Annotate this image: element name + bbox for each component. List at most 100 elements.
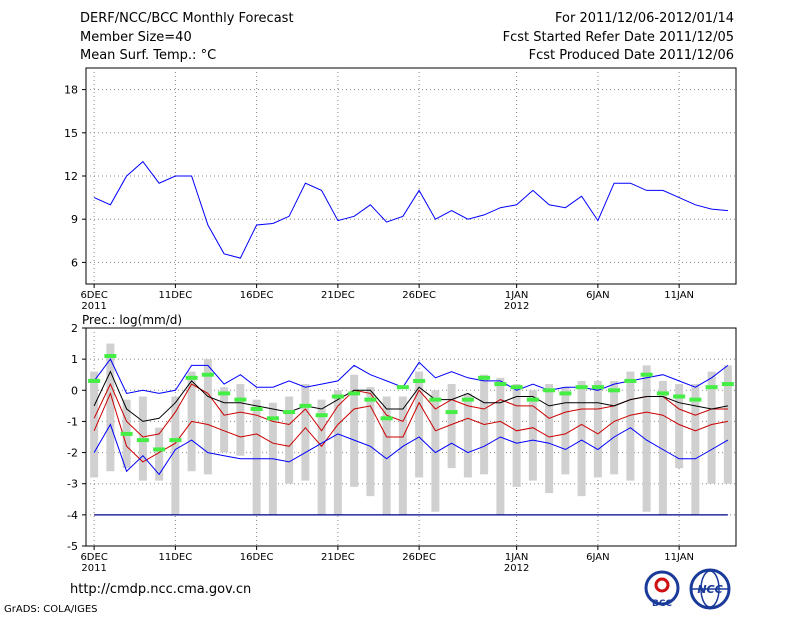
y-tick-label: -3	[67, 478, 78, 491]
grads-credit: GrADS: COLA/IGES	[4, 604, 98, 615]
spread-bar	[528, 390, 537, 481]
y-tick-label: 6	[71, 256, 78, 269]
lower-line	[93, 391, 728, 463]
x-tick-label: 21DEC	[321, 552, 355, 563]
observed-marker	[396, 385, 409, 390]
y-tick-label: -2	[67, 447, 78, 460]
spread-bar	[350, 374, 359, 487]
observed-marker	[120, 431, 133, 436]
y-tick-label: 1	[71, 353, 78, 366]
spread-bar	[203, 359, 212, 475]
spread-bar	[220, 387, 229, 453]
spread-bar	[317, 399, 326, 515]
produced-date: Fcst Produced Date 2011/12/06	[528, 48, 734, 63]
spread-bar	[285, 396, 294, 484]
spread-bar	[545, 384, 554, 494]
spread-bar	[366, 387, 375, 497]
observed-marker	[169, 438, 182, 443]
x-tick-label: 21DEC	[321, 290, 355, 301]
observed-marker	[153, 447, 166, 452]
x-tick-year: 2012	[504, 301, 529, 312]
observed-marker	[689, 397, 702, 402]
observed-marker	[299, 403, 312, 408]
observed-marker	[591, 385, 604, 390]
x-tick-label: 16DEC	[240, 552, 274, 563]
spread-bar	[236, 384, 245, 456]
forecast-period: For 2011/12/06-2012/01/14	[555, 11, 734, 26]
spread-bar	[333, 390, 342, 515]
spread-bar	[626, 371, 635, 481]
x-tick-label: 11JAN	[664, 552, 694, 563]
refer-date: Fcst Started Refer Date 2011/12/05	[502, 30, 734, 45]
x-tick-label: 11JAN	[664, 290, 694, 301]
y-tick-label: 2	[71, 322, 78, 335]
source-url[interactable]: http://cmdp.ncc.cma.gov.cn	[70, 582, 252, 597]
chart-title: DERF/NCC/BCC Monthly Forecast	[80, 11, 294, 26]
spread-bar	[382, 396, 391, 515]
observed-marker	[266, 416, 279, 421]
observed-marker	[380, 416, 393, 421]
observed-marker	[250, 406, 263, 411]
y-tick-label: 15	[64, 127, 78, 140]
observed-marker	[218, 391, 231, 396]
spread-bar	[171, 396, 180, 515]
observed-marker	[510, 385, 523, 390]
observed-marker	[624, 378, 637, 383]
x-tick-label: 26DEC	[402, 552, 436, 563]
observed-marker	[136, 438, 149, 443]
observed-marker	[721, 382, 734, 387]
x-tick-label: 6DEC	[80, 552, 107, 563]
x-tick-label: 1JAN	[505, 290, 528, 301]
member-size: Member Size=40	[80, 30, 192, 45]
observed-marker	[478, 375, 491, 380]
y-tick-label: -4	[67, 509, 78, 522]
observed-marker	[559, 391, 572, 396]
spread-bar	[496, 377, 505, 515]
spread-bar	[593, 380, 602, 478]
observed-marker	[348, 391, 361, 396]
observed-marker	[608, 388, 621, 393]
spread-bar	[398, 396, 407, 515]
spread-bar	[723, 365, 732, 484]
bcc-logo-text: BCC	[652, 599, 672, 609]
min-line	[93, 423, 729, 476]
y-tick-label: -1	[67, 415, 78, 428]
bcc-logo: BCC	[644, 570, 680, 609]
observed-marker	[234, 397, 247, 402]
observed-marker	[461, 397, 474, 402]
x-tick-label: 6JAN	[586, 290, 609, 301]
spread-bar	[691, 384, 700, 515]
observed-marker	[185, 375, 198, 380]
x-tick-label: 6DEC	[80, 290, 107, 301]
observed-marker	[315, 413, 328, 418]
observed-marker	[104, 354, 117, 359]
ncc-logo-text: NCC	[697, 583, 722, 596]
spread-bar	[301, 384, 310, 481]
spread-bar	[447, 384, 456, 469]
observed-marker	[283, 410, 296, 415]
spread-bar	[252, 399, 261, 515]
spread-bar	[642, 365, 651, 512]
spread-bar	[90, 371, 99, 478]
plot-frame	[85, 327, 737, 547]
x-tick-label: 11DEC	[159, 552, 193, 563]
observed-marker	[429, 397, 442, 402]
observed-marker	[413, 378, 426, 383]
observed-marker	[445, 410, 458, 415]
y-tick-label: 18	[64, 84, 78, 97]
max-line	[93, 358, 729, 394]
spread-bar	[577, 380, 586, 497]
spread-bar	[658, 380, 667, 515]
x-tick-label: 6JAN	[586, 552, 609, 563]
observed-marker	[364, 397, 377, 402]
spread-bar	[707, 371, 716, 484]
spread-bar	[155, 427, 164, 481]
x-tick-label: 26DEC	[402, 290, 436, 301]
observed-marker	[494, 382, 507, 387]
max-line	[93, 160, 728, 259]
precip-panel-title: Prec.: log(mm/d)	[82, 313, 182, 327]
ncc-logo: NCC	[689, 568, 731, 610]
observed-marker	[705, 385, 718, 390]
